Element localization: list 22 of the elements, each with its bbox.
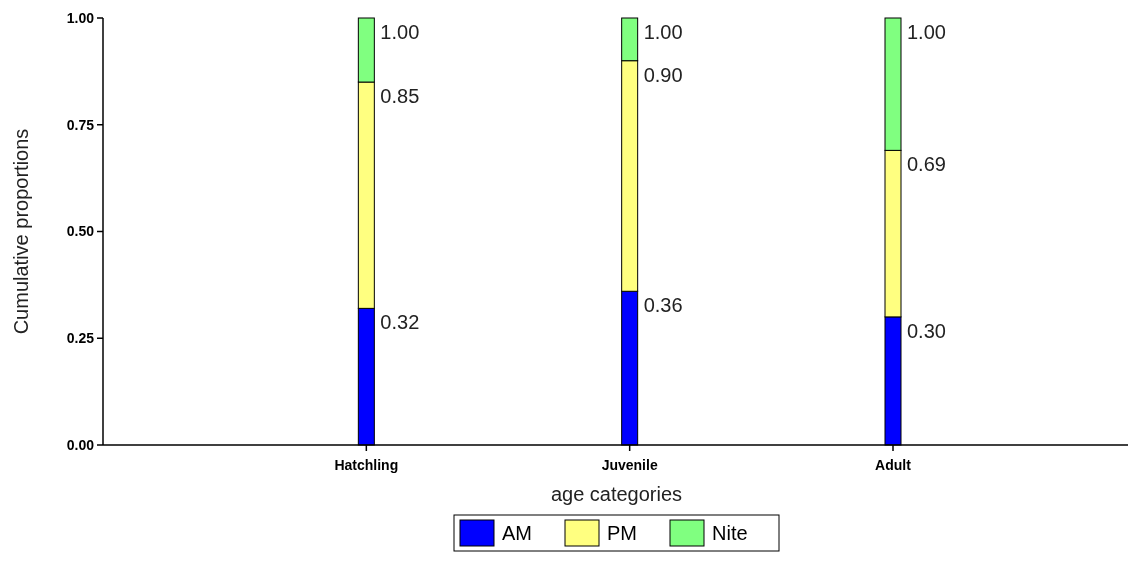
y-tick-label: 0.50: [66, 223, 95, 240]
annotation: 0.69: [907, 153, 946, 176]
legend-label: Nite: [712, 522, 748, 544]
x-axis-title: age categories: [550, 483, 683, 505]
annotation: 0.90: [643, 63, 683, 86]
y-tick-label: 0.25: [66, 330, 95, 347]
y-axis-title: Cumulative proportions: [10, 128, 32, 335]
legend-label: PM: [607, 522, 637, 544]
y-tick-label: 0.00: [66, 436, 95, 453]
legend-label: AM: [502, 522, 532, 544]
annotation: 0.36: [643, 294, 683, 317]
y-tick-label: 0.75: [66, 116, 95, 133]
annotation: 0.32: [380, 311, 420, 334]
x-tick-label: Hatchling: [334, 457, 399, 473]
annotation: 0.30: [907, 319, 946, 342]
annotation: 1.00: [907, 21, 946, 43]
annotation: 0.85: [380, 85, 420, 108]
annotation: 1.00: [643, 21, 683, 43]
x-tick-label: Juvenile: [601, 457, 658, 473]
annotation: 1.00: [380, 21, 420, 43]
y-tick-label: 1.00: [66, 9, 95, 26]
x-tick-label: Adult: [875, 457, 912, 473]
